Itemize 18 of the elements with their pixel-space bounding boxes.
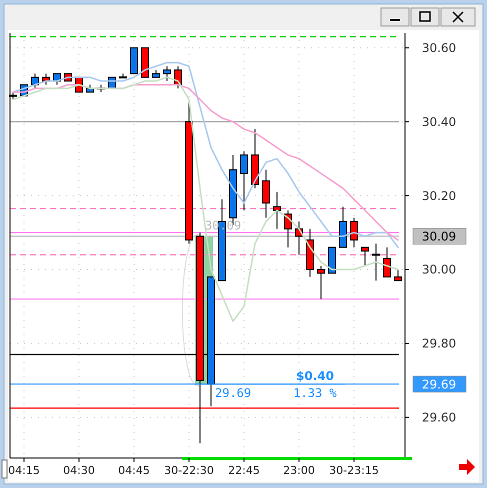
x-tick-label: 04:45 [118,464,150,477]
y-tick-label: 30.60 [422,40,456,55]
ref-line-label: 30.09 [422,229,456,244]
annotation: 29.69 [215,386,252,400]
annotation: $0.40 [296,369,334,384]
x-tick-label: 30-22:30 [164,464,214,477]
y-tick-label: 29.80 [422,336,456,351]
y-tick-label: 30.40 [422,114,456,129]
y-tick-label: 29.60 [422,410,456,425]
x-tick-label: 30-23:15 [329,464,379,477]
x-tick-label: 22:45 [228,464,260,477]
x-tick-label: 04:15 [8,464,40,477]
annotation: 1.33 % [293,386,338,400]
y-tick-label: 30.00 [422,262,456,277]
x-tick-label: 04:30 [63,464,95,477]
x-tick-label: 23:00 [283,464,315,477]
y-tick-label: 30.20 [422,188,456,203]
ref-line-label: 29.69 [422,377,456,392]
